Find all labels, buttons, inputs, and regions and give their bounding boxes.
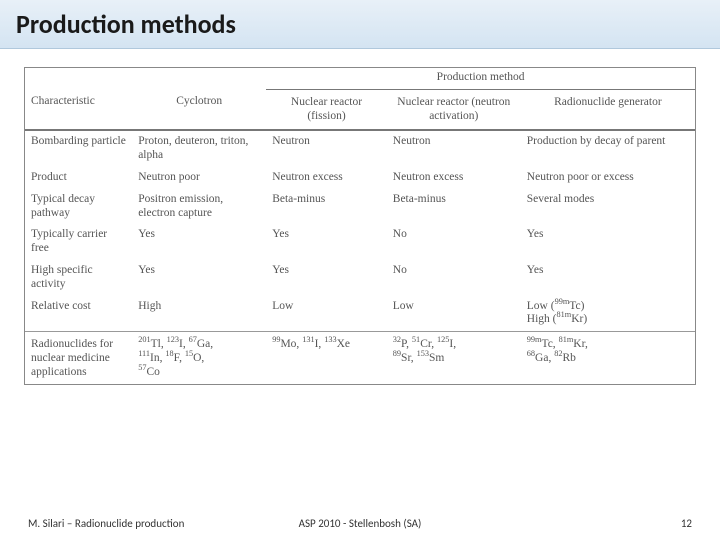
- page-title: Production methods: [16, 8, 704, 40]
- cell-generator: 99mTc, 81mKr, 68Ga, 82Rb: [521, 332, 695, 384]
- header-empty: [25, 68, 132, 89]
- cell-activation: No: [387, 224, 521, 260]
- isotope: 67: [189, 335, 197, 344]
- table-column-header: Characteristic Cyclotron Nuclear reactor…: [25, 89, 695, 130]
- cell-characteristic: Product: [25, 167, 132, 189]
- text: F,: [174, 352, 185, 364]
- text: Ga,: [535, 352, 554, 364]
- cell-fission: Yes: [266, 224, 387, 260]
- isotope: 15: [185, 349, 193, 358]
- text: Sr,: [401, 352, 417, 364]
- cell-fission: Low: [266, 296, 387, 332]
- text: P,: [401, 338, 412, 350]
- text: Tc): [569, 300, 584, 312]
- isotope: 81m: [559, 335, 574, 344]
- cell-cyclotron: Yes: [132, 224, 266, 260]
- cell-cyclotron: Neutron poor: [132, 167, 266, 189]
- cell-generator: Yes: [521, 224, 695, 260]
- header-empty: [132, 68, 266, 89]
- text: Rb: [562, 352, 575, 364]
- text: High (: [527, 313, 557, 325]
- header-production-method: Production method: [266, 68, 695, 89]
- cell-generator: Neutron poor or excess: [521, 167, 695, 189]
- isotope: 123: [167, 335, 179, 344]
- footer-left: M. Silari – Radionuclide production: [28, 517, 184, 530]
- cell-cyclotron: Proton, deuteron, triton, alpha: [132, 130, 266, 167]
- table-row: Typically carrier free Yes Yes No Yes: [25, 224, 695, 260]
- table-row: Typical decay pathway Positron emission,…: [25, 189, 695, 225]
- text: Mo,: [280, 338, 302, 350]
- cell-activation: Neutron excess: [387, 167, 521, 189]
- col-generator: Radionuclide generator: [521, 89, 695, 130]
- isotope: 131: [302, 335, 314, 344]
- text: I,: [449, 338, 456, 350]
- text: Kr): [571, 313, 587, 325]
- production-methods-table: Production method Characteristic Cyclotr…: [25, 68, 695, 384]
- cell-characteristic: High specific activity: [25, 260, 132, 296]
- cell-activation: 32P, 51Cr, 125I, 89Sr, 153Sm: [387, 332, 521, 384]
- title-bar: Production methods: [0, 0, 720, 49]
- isotope: 125: [437, 335, 449, 344]
- text: Sm: [429, 352, 444, 364]
- text: Ga,: [197, 338, 213, 350]
- text: In,: [150, 352, 165, 364]
- col-characteristic: Characteristic: [25, 89, 132, 130]
- isotope: 89: [393, 349, 401, 358]
- cell-characteristic: Typically carrier free: [25, 224, 132, 260]
- cell-cyclotron: High: [132, 296, 266, 332]
- text: Low (: [527, 300, 555, 312]
- cell-cyclotron: 201Tl, 123I, 67Ga, 111In, 18F, 15O, 57Co: [132, 332, 266, 384]
- isotope: 99m: [555, 297, 570, 306]
- cell-fission: Yes: [266, 260, 387, 296]
- cell-characteristic: Relative cost: [25, 296, 132, 332]
- footer-page: 12: [681, 517, 692, 530]
- footer: M. Silari – Radionuclide production ASP …: [0, 517, 720, 530]
- cell-activation: Low: [387, 296, 521, 332]
- cell-cyclotron: Yes: [132, 260, 266, 296]
- cell-characteristic: Bombarding particle: [25, 130, 132, 167]
- cell-activation: Beta-minus: [387, 189, 521, 225]
- isotope: 68: [527, 349, 535, 358]
- isotope: 32: [393, 335, 401, 344]
- table-row: Radionuclides for nuclear medicine appli…: [25, 332, 695, 384]
- isotope: 201: [138, 335, 150, 344]
- cell-fission: 99Mo, 131I, 133Xe: [266, 332, 387, 384]
- cell-generator: Several modes: [521, 189, 695, 225]
- isotope: 51: [412, 335, 420, 344]
- col-fission: Nuclear reactor (fission): [266, 89, 387, 130]
- col-activation: Nuclear reactor (neutron activation): [387, 89, 521, 130]
- cell-generator: Production by decay of parent: [521, 130, 695, 167]
- text: O,: [193, 352, 204, 364]
- cell-fission: Beta-minus: [266, 189, 387, 225]
- cell-generator: Low (99mTc) High (81mKr): [521, 296, 695, 332]
- isotope: 18: [165, 349, 173, 358]
- isotope: 133: [324, 335, 336, 344]
- table-row: High specific activity Yes Yes No Yes: [25, 260, 695, 296]
- table-row: Bombarding particle Proton, deuteron, tr…: [25, 130, 695, 167]
- table-row: Relative cost High Low Low Low (99mTc) H…: [25, 296, 695, 332]
- text: Xe: [337, 338, 350, 350]
- cell-fission: Neutron: [266, 130, 387, 167]
- cell-cyclotron: Positron emission, electron capture: [132, 189, 266, 225]
- text: Co: [146, 366, 159, 378]
- table-row: Product Neutron poor Neutron excess Neut…: [25, 167, 695, 189]
- cell-generator: Yes: [521, 260, 695, 296]
- text: I,: [315, 338, 325, 350]
- cell-activation: No: [387, 260, 521, 296]
- table-container: Production method Characteristic Cyclotr…: [24, 67, 696, 385]
- isotope: 153: [417, 349, 429, 358]
- cell-fission: Neutron excess: [266, 167, 387, 189]
- cell-characteristic: Radionuclides for nuclear medicine appli…: [25, 332, 132, 384]
- table-super-header: Production method: [25, 68, 695, 89]
- isotope: 81m: [557, 311, 572, 320]
- text: Kr,: [573, 338, 588, 350]
- cell-characteristic: Typical decay pathway: [25, 189, 132, 225]
- col-cyclotron: Cyclotron: [132, 89, 266, 130]
- cell-activation: Neutron: [387, 130, 521, 167]
- footer-center: ASP 2010 - Stellenbosh (SA): [299, 517, 422, 530]
- isotope: 99m: [527, 335, 542, 344]
- isotope: 111: [138, 349, 150, 358]
